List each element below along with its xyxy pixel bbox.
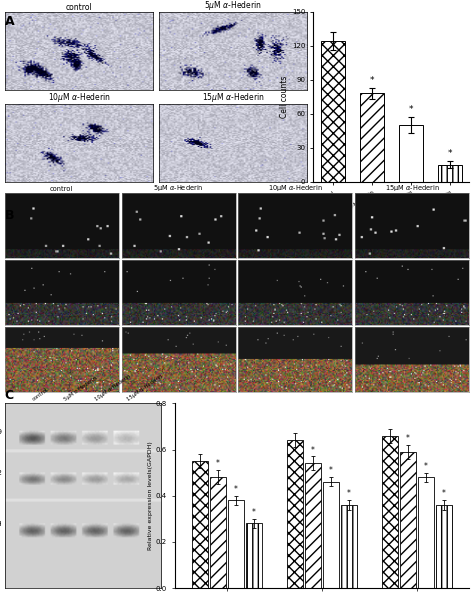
Title: 5μM $\alpha$-Hederin: 5μM $\alpha$-Hederin: [153, 183, 204, 192]
Bar: [228, 500, 244, 588]
Bar: [305, 463, 321, 588]
Text: *: *: [406, 434, 410, 443]
Text: *: *: [311, 446, 315, 454]
Text: *: *: [347, 489, 351, 498]
Text: 10μM α-Hederin: 10μM α-Hederin: [94, 373, 132, 402]
Text: B: B: [5, 209, 14, 222]
Bar: [436, 505, 452, 588]
Bar: [438, 165, 462, 182]
Title: 5$\mu$M $\alpha$-Hederin: 5$\mu$M $\alpha$-Hederin: [204, 0, 262, 12]
Bar: [382, 436, 398, 588]
Text: 5μM α-Hederin: 5μM α-Hederin: [63, 375, 98, 402]
Bar: [287, 440, 303, 588]
Bar: [400, 452, 416, 588]
Title: control: control: [50, 185, 73, 192]
Bar: [341, 505, 357, 588]
Bar: [192, 461, 208, 588]
Text: *: *: [252, 508, 256, 517]
Y-axis label: Relative expression levels(GAPDH): Relative expression levels(GAPDH): [148, 441, 153, 550]
Bar: [323, 482, 339, 588]
Title: 15$\mu$M $\alpha$-Hederin: 15$\mu$M $\alpha$-Hederin: [202, 91, 264, 104]
Text: *: *: [424, 462, 428, 471]
Title: 10$\mu$M $\alpha$-Hederin: 10$\mu$M $\alpha$-Hederin: [47, 91, 110, 104]
Bar: [360, 93, 384, 182]
Bar: [399, 125, 423, 182]
Text: C: C: [5, 389, 14, 402]
Y-axis label: Cell counts: Cell counts: [280, 75, 289, 118]
Text: *: *: [447, 149, 452, 159]
Text: *: *: [409, 105, 413, 114]
Text: *: *: [216, 460, 220, 469]
Text: *: *: [329, 466, 333, 475]
Bar: [418, 477, 434, 588]
Text: 15μM α-Hederin: 15μM α-Hederin: [126, 373, 163, 402]
Title: 15μM $\alpha$-Hederin: 15μM $\alpha$-Hederin: [385, 183, 440, 192]
Text: *: *: [370, 76, 374, 85]
Text: *: *: [234, 485, 238, 494]
Title: control: control: [65, 3, 92, 12]
Text: *: *: [442, 489, 446, 498]
Bar: [246, 523, 262, 588]
Bar: [210, 477, 226, 588]
Text: A: A: [5, 15, 14, 28]
Title: 10μM $\alpha$-Hederin: 10μM $\alpha$-Hederin: [268, 183, 323, 192]
Text: control: control: [32, 387, 50, 402]
Bar: [321, 42, 345, 182]
